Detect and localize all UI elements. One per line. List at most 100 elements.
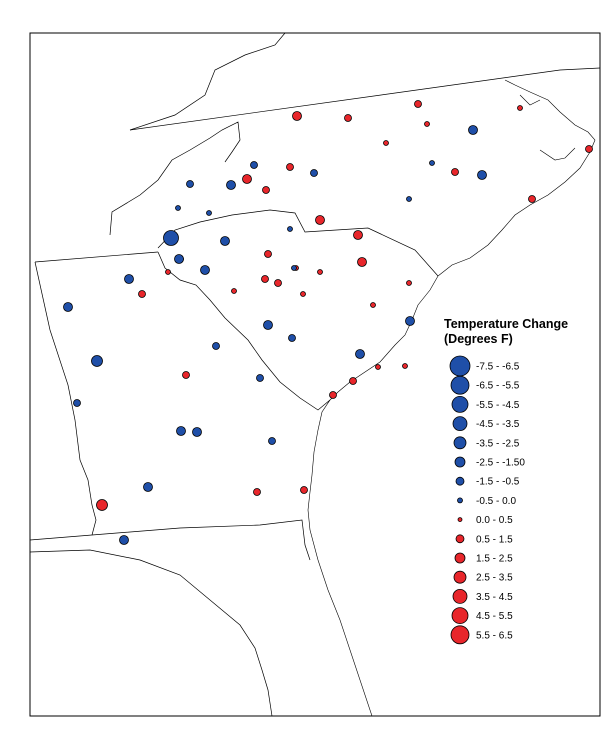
legend-label: -0.5 - 0.0 (476, 496, 516, 507)
legend-label: -7.5 - -6.5 (476, 362, 520, 373)
station-marker (226, 180, 236, 190)
station-marker (182, 371, 190, 379)
station-marker (192, 427, 202, 437)
legend-symbol (449, 355, 471, 377)
station-marker (370, 302, 376, 308)
legend-label: 5.5 - 6.5 (476, 630, 513, 641)
legend-symbol (450, 375, 470, 395)
legend-label: 1.5 - 2.5 (476, 554, 513, 565)
station-marker (429, 160, 435, 166)
legend-title: Temperature Change (444, 317, 568, 331)
legend-label: -4.5 - -3.5 (476, 419, 520, 430)
station-marker (344, 114, 352, 122)
station-marker (253, 488, 261, 496)
station-marker (91, 355, 103, 367)
station-marker (242, 174, 252, 184)
station-marker (250, 161, 258, 169)
legend-symbol (455, 534, 465, 544)
station-marker (163, 230, 179, 246)
station-marker (287, 226, 293, 232)
station-marker (424, 121, 430, 127)
station-marker (353, 230, 363, 240)
station-marker (268, 437, 276, 445)
legend-symbol (457, 497, 463, 504)
station-marker (175, 205, 181, 211)
station-marker (329, 391, 337, 399)
station-marker (355, 349, 365, 359)
legend-label: -3.5 - -2.5 (476, 438, 520, 449)
station-marker (176, 426, 186, 436)
station-marker (138, 290, 146, 298)
station-marker (261, 275, 269, 283)
legend-label: -2.5 - -1.50 (476, 458, 525, 469)
station-marker (73, 399, 81, 407)
station-marker (288, 334, 296, 342)
station-marker (357, 257, 367, 267)
station-marker (291, 265, 297, 271)
legend-symbol (451, 395, 469, 413)
station-marker (468, 125, 478, 135)
legend-label: -1.5 - -0.5 (476, 477, 520, 488)
station-marker (405, 316, 415, 326)
legend-label: -5.5 - -4.5 (476, 400, 520, 411)
legend-label: 0.5 - 1.5 (476, 534, 513, 545)
station-marker (451, 168, 459, 176)
station-marker (200, 265, 210, 275)
station-marker (256, 374, 264, 382)
legend-symbol (454, 456, 466, 468)
station-marker (292, 111, 302, 121)
station-marker (402, 363, 408, 369)
legend-symbol (451, 607, 469, 624)
station-marker (143, 482, 153, 492)
legend-symbol (453, 570, 467, 584)
legend: Temperature Change (Degrees F) -7.5 - -6… (444, 317, 568, 645)
station-marker (300, 486, 308, 494)
station-marker (63, 302, 73, 312)
legend-symbol (450, 625, 470, 645)
coastline (307, 79, 596, 717)
station-marker (286, 163, 294, 171)
station-marker (528, 195, 536, 203)
legend-label: 2.5 - 3.5 (476, 573, 513, 584)
legend-subtitle: (Degrees F) (444, 332, 513, 346)
station-marker (315, 215, 325, 225)
legend-symbol (457, 517, 463, 522)
station-marker (406, 196, 412, 202)
legend-label: 4.5 - 5.5 (476, 611, 513, 622)
station-marker (212, 342, 220, 350)
station-marker (206, 210, 212, 216)
station-markers (63, 100, 593, 545)
station-marker (165, 269, 171, 275)
station-marker (220, 236, 230, 246)
station-marker (317, 269, 323, 275)
station-marker (517, 105, 523, 111)
station-marker (349, 377, 357, 385)
station-marker (406, 280, 412, 286)
station-marker (414, 100, 422, 108)
legend-label: -6.5 - -5.5 (476, 381, 520, 392)
legend-label: 3.5 - 4.5 (476, 592, 513, 603)
legend-label: 0.0 - 0.5 (476, 515, 513, 526)
station-marker (383, 140, 389, 146)
station-marker (96, 499, 108, 511)
station-marker (310, 169, 318, 177)
station-marker (274, 279, 282, 287)
station-marker (585, 145, 593, 153)
map-border (29, 32, 601, 717)
station-marker (264, 250, 272, 258)
station-marker (174, 254, 184, 264)
station-marker (186, 180, 194, 188)
legend-symbol (455, 476, 465, 486)
station-marker (263, 320, 273, 330)
legend-symbol (453, 436, 467, 450)
station-marker (231, 288, 237, 294)
station-marker (262, 186, 270, 194)
legend-symbol (454, 552, 466, 564)
station-marker (124, 274, 134, 284)
legend-symbol (452, 589, 468, 604)
station-marker (375, 364, 381, 370)
station-marker (119, 535, 129, 545)
station-marker (477, 170, 487, 180)
legend-symbol (452, 416, 468, 432)
